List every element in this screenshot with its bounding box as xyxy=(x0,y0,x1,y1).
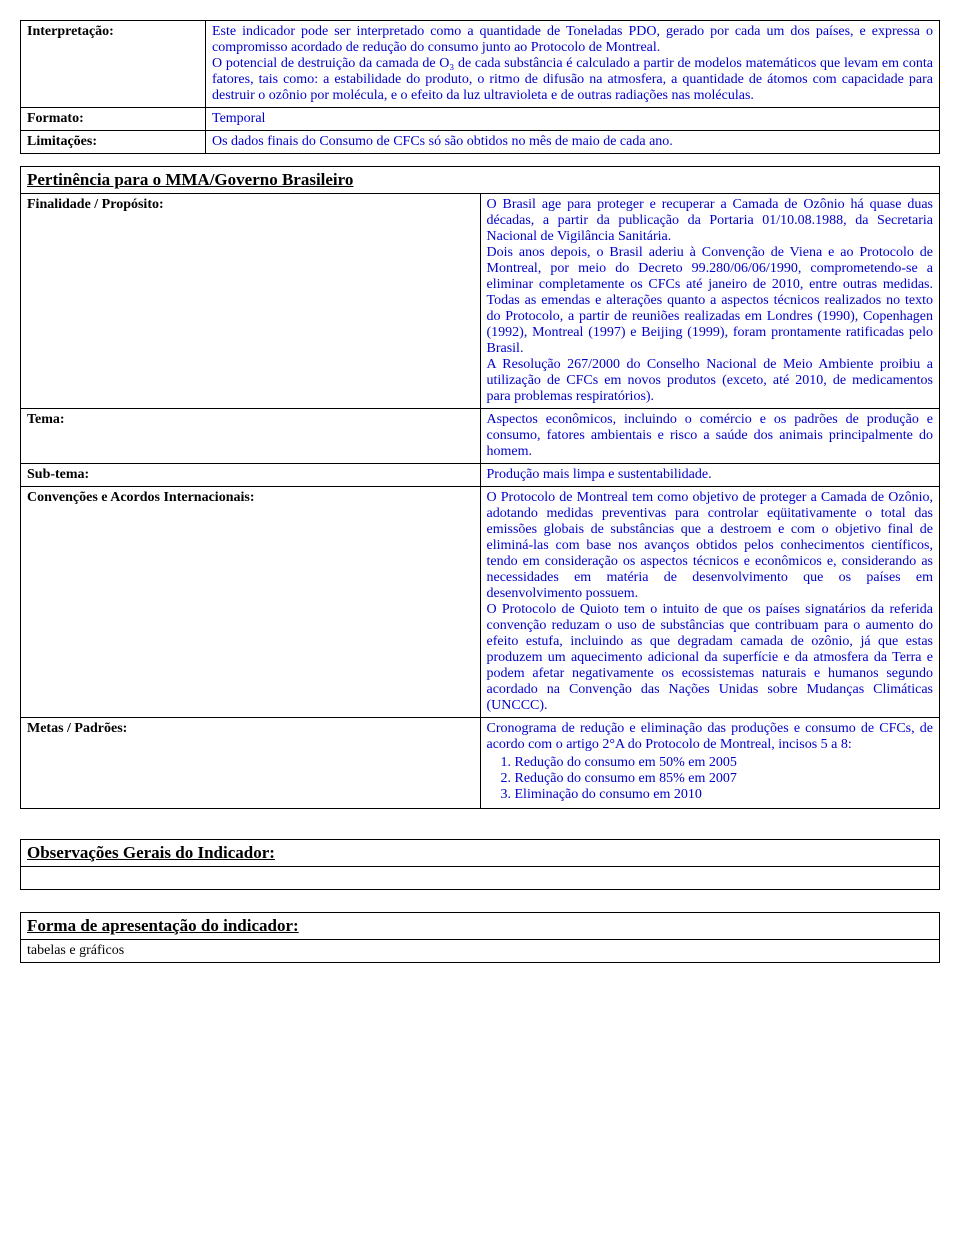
row-content: Cronograma de redução e eliminação das p… xyxy=(480,718,940,809)
row-label: Metas / Padrões: xyxy=(21,718,481,809)
row-content: Produção mais limpa e sustentabilidade. xyxy=(480,464,940,487)
section1-table: Interpretação: Este indicador pode ser i… xyxy=(20,20,940,154)
table-row: Convenções e Acordos Internacionais: O P… xyxy=(21,487,940,718)
list-item: Redução do consumo em 85% em 2007 xyxy=(515,771,934,787)
spacer xyxy=(20,902,940,912)
section-header-row: Forma de apresentação do indicador: xyxy=(21,913,940,940)
row-content: Este indicador pode ser interpretado com… xyxy=(206,21,940,108)
row-label: Tema: xyxy=(21,409,481,464)
section-title: Pertinência para o MMA/Governo Brasileir… xyxy=(21,167,940,194)
list-item: Eliminação do consumo em 2010 xyxy=(515,787,934,803)
row-content: O Brasil age para proteger e recuperar a… xyxy=(480,194,940,409)
empty-row xyxy=(21,867,940,890)
section4-table: Forma de apresentação do indicador: tabe… xyxy=(20,912,940,963)
table-row: Finalidade / Propósito: O Brasil age par… xyxy=(21,194,940,409)
table-row: Tema: Aspectos econômicos, incluindo o c… xyxy=(21,409,940,464)
row-label: Limitações: xyxy=(21,131,206,154)
section-header-row: Pertinência para o MMA/Governo Brasileir… xyxy=(21,167,940,194)
empty-cell xyxy=(21,867,940,890)
section3-table: Observações Gerais do Indicador: xyxy=(20,839,940,890)
table-row: tabelas e gráficos xyxy=(21,940,940,963)
paragraph: O Protocolo de Montreal tem como objetiv… xyxy=(487,490,934,601)
row-content: Temporal xyxy=(206,108,940,131)
row-content: Os dados finais do Consumo de CFCs só sã… xyxy=(206,131,940,154)
paragraph: A Resolução 267/2000 do Conselho Naciona… xyxy=(487,357,934,404)
row-label: Convenções e Acordos Internacionais: xyxy=(21,487,481,718)
row-label: Formato: xyxy=(21,108,206,131)
row-content: O Protocolo de Montreal tem como objetiv… xyxy=(480,487,940,718)
table-row: Limitações: Os dados finais do Consumo d… xyxy=(21,131,940,154)
paragraph: Dois anos depois, o Brasil aderiu à Conv… xyxy=(487,245,934,356)
section-title: Observações Gerais do Indicador: xyxy=(21,840,940,867)
paragraph: Cronograma de redução e eliminação das p… xyxy=(487,721,934,752)
section-title: Forma de apresentação do indicador: xyxy=(21,913,940,940)
table-row: Interpretação: Este indicador pode ser i… xyxy=(21,21,940,108)
paragraph: Este indicador pode ser interpretado com… xyxy=(212,24,933,55)
table-row: Sub-tema: Produção mais limpa e sustenta… xyxy=(21,464,940,487)
section2-table: Pertinência para o MMA/Governo Brasileir… xyxy=(20,166,940,809)
row-label: Interpretação: xyxy=(21,21,206,108)
spacer xyxy=(20,821,940,839)
row-content: Aspectos econômicos, incluindo o comérci… xyxy=(480,409,940,464)
table-row: Metas / Padrões: Cronograma de redução e… xyxy=(21,718,940,809)
paragraph: O potencial de destruição da camada de O… xyxy=(212,56,933,103)
row-content: tabelas e gráficos xyxy=(21,940,940,963)
list-item: Redução do consumo em 50% em 2005 xyxy=(515,755,934,771)
paragraph: O Brasil age para proteger e recuperar a… xyxy=(487,197,934,244)
row-label: Sub-tema: xyxy=(21,464,481,487)
section-header-row: Observações Gerais do Indicador: xyxy=(21,840,940,867)
metas-list: Redução do consumo em 50% em 2005 Reduçã… xyxy=(487,755,934,803)
table-row: Formato: Temporal xyxy=(21,108,940,131)
paragraph: O Protocolo de Quioto tem o intuito de q… xyxy=(487,602,934,713)
row-label: Finalidade / Propósito: xyxy=(21,194,481,409)
